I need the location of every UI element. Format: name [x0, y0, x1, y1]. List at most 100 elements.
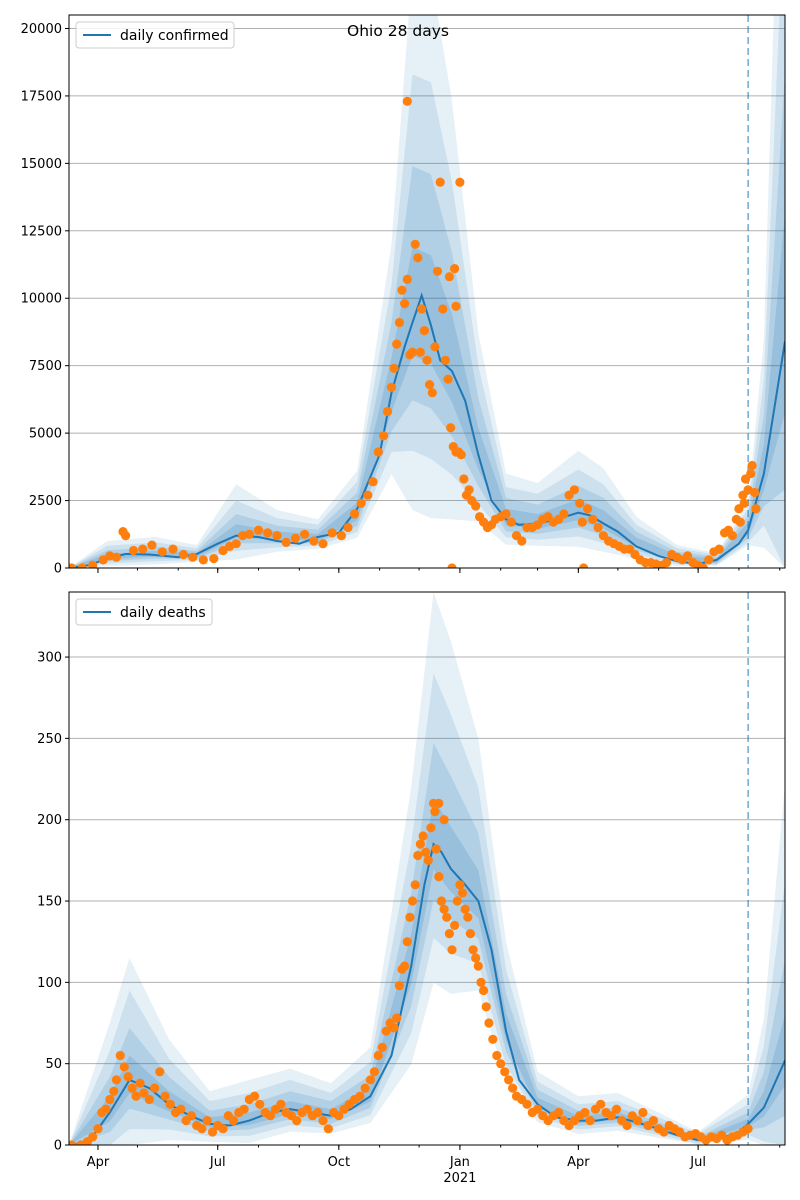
observed-point — [313, 1107, 323, 1118]
observed-point — [488, 1034, 498, 1044]
observed-point — [430, 807, 440, 817]
observed-point — [415, 347, 425, 357]
observed-point — [661, 558, 672, 568]
observed-point — [128, 545, 139, 556]
observed-point — [468, 945, 478, 955]
observed-point — [323, 1124, 333, 1134]
observed-point — [209, 554, 219, 564]
observed-point — [218, 1124, 228, 1134]
observed-point — [176, 1104, 186, 1114]
observed-point — [438, 304, 448, 314]
observed-point — [611, 1104, 622, 1114]
y-tick-label: 17500 — [21, 89, 62, 104]
observed-point — [436, 896, 447, 906]
observed-point — [447, 945, 457, 955]
y-tick-label: 50 — [45, 1057, 62, 1072]
observed-point — [402, 274, 412, 284]
uncertainty-band-1 — [69, 15, 785, 568]
observed-point — [579, 563, 589, 568]
observed-point — [377, 1042, 387, 1052]
observed-point — [394, 317, 404, 328]
observed-point — [746, 469, 756, 479]
observed-point — [554, 1107, 564, 1118]
observed-point — [633, 1116, 643, 1126]
observed-point — [392, 339, 402, 349]
observed-point — [343, 522, 353, 533]
observed-point — [577, 517, 587, 527]
observed-point — [123, 1072, 133, 1082]
observed-point — [648, 1116, 659, 1126]
observed-point — [517, 536, 527, 546]
observed-point — [455, 177, 465, 187]
y-tick-label: 100 — [37, 976, 62, 991]
observed-point — [431, 844, 441, 854]
observed-point — [583, 504, 593, 514]
observed-point — [751, 504, 761, 514]
observed-point — [444, 929, 454, 939]
observed-point — [144, 1094, 154, 1105]
observed-point — [450, 920, 460, 931]
model-line — [69, 292, 785, 568]
x-tick-label: Jul — [209, 1155, 226, 1170]
y-tick-label: 0 — [54, 562, 62, 577]
observed-point — [309, 536, 319, 546]
observed-point — [400, 961, 410, 971]
observed-point — [522, 1099, 532, 1109]
observed-point — [250, 1091, 260, 1101]
observed-point — [504, 1075, 514, 1085]
observed-point — [638, 1107, 648, 1118]
observed-point — [460, 904, 470, 914]
observed-point — [427, 388, 437, 398]
observed-point — [202, 1116, 212, 1126]
uncertainty-band-3 — [69, 743, 785, 1145]
observed-point — [69, 1140, 77, 1145]
y-tick-label: 20000 — [21, 22, 62, 37]
observed-point — [139, 1088, 149, 1098]
observed-point — [373, 447, 383, 457]
observed-point — [318, 539, 328, 549]
observed-point — [155, 1067, 165, 1077]
observed-point — [369, 1067, 379, 1077]
x-tick-label: Oct — [328, 1155, 350, 1170]
y-tick-label: 5000 — [29, 427, 62, 442]
observed-point — [255, 1099, 265, 1109]
observed-point — [389, 1023, 399, 1033]
observed-point — [442, 912, 452, 922]
observed-point — [456, 450, 466, 460]
y-tick-label: 2500 — [29, 494, 62, 509]
plot-area — [69, 15, 785, 568]
axes-frame — [68, 591, 786, 1146]
observed-point — [422, 355, 432, 365]
plot-area — [69, 592, 785, 1145]
observed-point — [735, 517, 745, 527]
observed-point — [119, 1062, 129, 1072]
observed-point — [704, 555, 714, 565]
x-tick-label: Jul — [689, 1155, 706, 1170]
uncertainty-band-1 — [69, 592, 785, 1145]
observed-point — [481, 1002, 491, 1012]
observed-point — [496, 1059, 506, 1069]
observed-point — [683, 551, 693, 561]
observed-point — [471, 953, 481, 963]
observed-point — [464, 485, 474, 495]
observed-point — [484, 1018, 494, 1028]
observed-point — [355, 1091, 365, 1101]
observed-point — [77, 563, 87, 568]
observed-point — [397, 285, 407, 295]
observed-point — [415, 839, 425, 849]
observed-point — [272, 531, 282, 541]
observed-point — [98, 555, 108, 565]
observed-point — [318, 1116, 328, 1126]
uncertainty-band-3 — [69, 71, 785, 568]
observed-point — [302, 1104, 312, 1114]
observed-point — [121, 531, 131, 541]
observed-point — [350, 509, 360, 519]
observed-point — [659, 1127, 669, 1137]
observed-point — [435, 177, 445, 187]
y-tick-label: 0 — [54, 1139, 62, 1154]
observed-point — [290, 533, 300, 543]
observed-point — [150, 1083, 160, 1093]
observed-point — [451, 301, 461, 311]
observed-point — [336, 531, 346, 541]
